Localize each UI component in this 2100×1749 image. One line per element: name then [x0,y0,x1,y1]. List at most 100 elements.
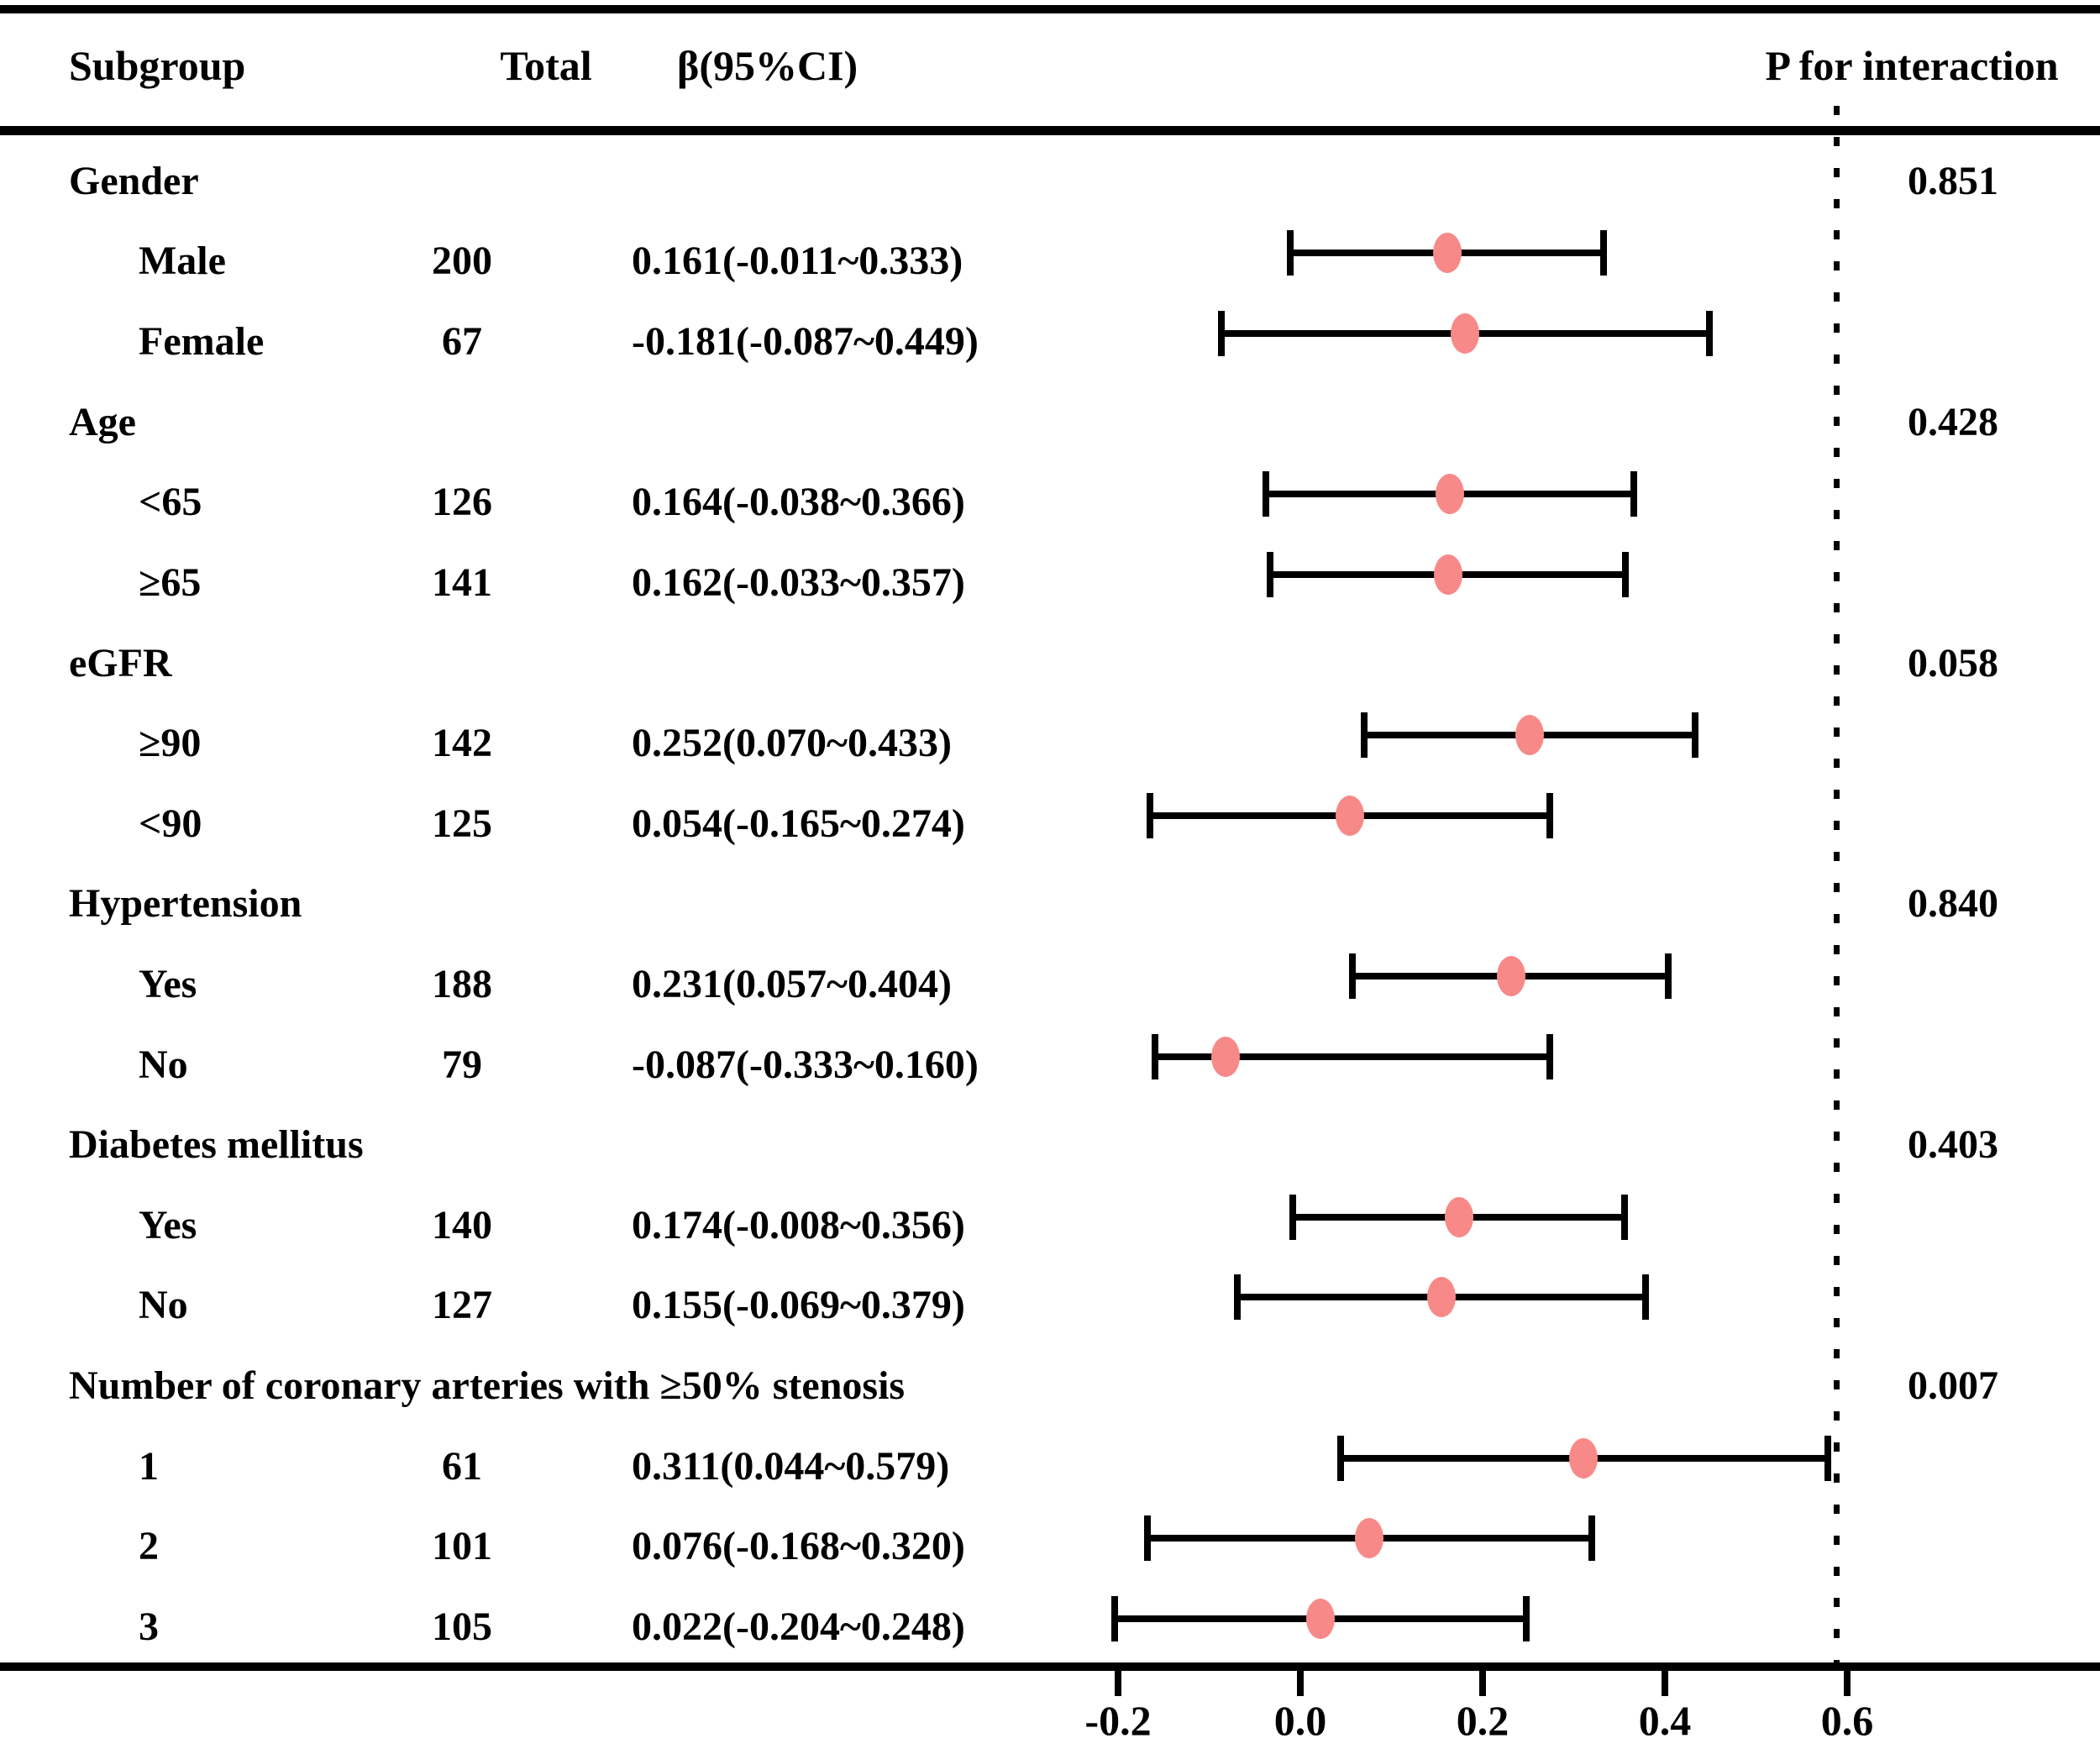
p-column-dotted-separator [1834,106,1840,1667]
ci-cap-right [1642,1274,1650,1321]
point-estimate-marker [1427,1277,1457,1318]
beta-ci-cell: 0.252(0.070~0.433) [632,721,952,766]
subgroup-item-label: 1 [139,1443,159,1489]
beta-ci-cell: 0.164(-0.038~0.366) [632,480,965,525]
axis-tick [1115,1671,1121,1696]
subgroup-item-label: No [139,1283,188,1328]
subgroup-group-label: Gender [69,158,199,203]
beta-ci-cell: -0.087(-0.333~0.160) [632,1042,979,1087]
ci-cap-left [1267,551,1274,597]
subgroup-group-label: eGFR [69,640,172,685]
column-header-total: Total [500,42,592,89]
point-estimate-marker [1496,956,1525,996]
ci-bar-line [1155,1053,1551,1060]
total-cell: 126 [432,480,492,525]
ci-cap-right [1621,1194,1629,1240]
point-estimate-marker [1335,795,1364,836]
point-estimate-marker [1451,313,1480,355]
ci-cap-right [1588,1515,1596,1562]
ci-cap-left [1143,1515,1151,1562]
total-cell: 79 [442,1042,482,1087]
beta-ci-cell: 0.231(0.057~0.404) [632,962,952,1006]
column-header-p-for-interaction: P for interaction [1765,42,2059,89]
column-header-beta-ci: β(95%CI) [677,42,858,89]
axis-tick [1844,1671,1851,1696]
subgroup-group-label: Number of coronary arteries with ≥50% st… [69,1363,906,1409]
ci-cap-left [1234,1274,1242,1321]
subgroup-item-label: <90 [139,801,202,846]
ci-cap-right [1706,311,1714,357]
axis-tick-label: 0.2 [1456,1697,1509,1744]
subgroup-group-label: Diabetes mellitus [69,1122,364,1168]
ci-cap-right [1523,1595,1530,1641]
total-cell: 61 [442,1443,482,1489]
ci-cap-left [1348,953,1356,999]
total-cell: 101 [432,1524,492,1569]
point-estimate-marker [1433,554,1462,595]
beta-ci-cell: 0.161(-0.011~0.333) [632,239,963,284]
beta-ci-cell: -0.181(-0.087~0.449) [632,319,979,365]
ci-cap-left [1336,1435,1344,1481]
point-estimate-marker [1211,1036,1241,1077]
subgroup-item-label: <65 [139,480,202,525]
subgroup-group-label: Hypertension [69,881,302,927]
p-interaction-value: 0.403 [1908,1122,1998,1168]
subgroup-item-label: ≥65 [139,559,202,605]
point-estimate-marker [1435,474,1464,515]
axis-tick-label: -0.2 [1084,1697,1152,1744]
axis-tick [1297,1671,1304,1696]
point-estimate-marker [1569,1437,1599,1479]
ci-cap-left [1360,712,1368,759]
total-cell: 105 [432,1604,492,1649]
beta-ci-cell: 0.054(-0.165~0.274) [632,801,965,846]
ci-cap-right [1691,712,1698,759]
p-interaction-value: 0.058 [1908,640,1998,685]
axis-tick-label: 0.4 [1638,1697,1692,1744]
ci-cap-left [1110,1595,1118,1641]
point-estimate-marker [1444,1196,1473,1237]
axis-baseline-rule [0,1662,2100,1671]
total-cell: 188 [432,962,492,1006]
total-cell: 67 [442,319,482,365]
total-cell: 125 [432,801,492,846]
ci-cap-right [1600,230,1608,276]
top-border-rule [0,5,2100,13]
axis-tick [1479,1671,1486,1696]
p-interaction-value: 0.840 [1908,881,1998,927]
total-cell: 200 [432,239,492,284]
subgroup-item-label: No [139,1042,188,1087]
axis-tick-label: 0.6 [1820,1697,1874,1744]
ci-cap-left [1146,792,1153,838]
p-interaction-value: 0.007 [1908,1363,1998,1409]
subgroup-group-label: Age [69,399,136,444]
subgroup-item-label: Male [139,239,226,284]
header-separator-rule [0,126,2100,135]
subgroup-item-label: 2 [139,1524,159,1569]
beta-ci-cell: 0.076(-0.168~0.320) [632,1524,965,1569]
ci-cap-left [1262,471,1269,517]
point-estimate-marker [1305,1598,1335,1639]
column-header-subgroup: Subgroup [69,42,246,89]
total-cell: 140 [432,1202,492,1247]
ci-cap-left [1152,1033,1159,1079]
axis-tick-label: 0.0 [1273,1697,1327,1744]
subgroup-item-label: Yes [139,1202,197,1247]
beta-ci-cell: 0.162(-0.033~0.357) [632,559,965,605]
point-estimate-marker [1515,715,1545,756]
total-cell: 142 [432,721,492,766]
total-cell: 127 [432,1283,492,1328]
ci-cap-right [1630,471,1638,517]
beta-ci-cell: 0.311(0.044~0.579) [632,1443,950,1489]
point-estimate-marker [1432,233,1462,274]
p-interaction-value: 0.851 [1908,158,1998,203]
axis-tick [1662,1671,1668,1696]
subgroup-item-label: Female [139,319,265,365]
total-cell: 141 [432,559,492,605]
ci-cap-left [1289,1194,1297,1240]
point-estimate-marker [1355,1518,1384,1559]
ci-cap-left [1287,230,1294,276]
ci-cap-left [1217,311,1225,357]
subgroup-item-label: Yes [139,962,197,1006]
beta-ci-cell: 0.155(-0.069~0.379) [632,1283,965,1328]
